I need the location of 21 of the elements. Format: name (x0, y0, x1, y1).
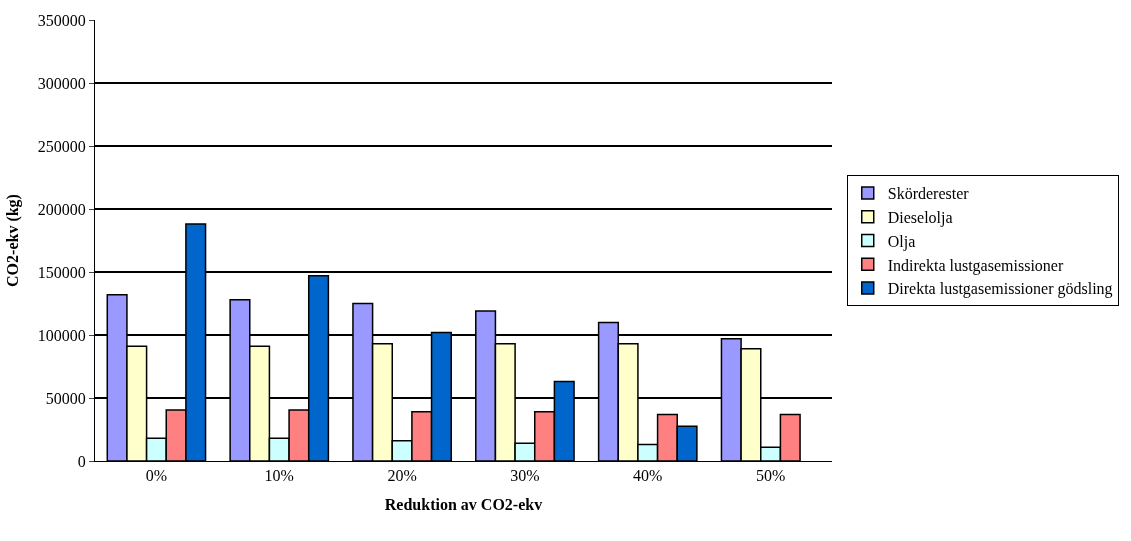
x-tick-label: 10% (264, 467, 294, 485)
legend-label: Indirekta lustgasemissioner (887, 256, 1064, 275)
y-tick-label: 300000 (37, 74, 86, 92)
y-axis-title: CO2-ekv (kg) (3, 194, 22, 287)
x-tick-label: 40% (633, 467, 663, 485)
x-tick-label: 30% (510, 467, 540, 485)
x-tick-label: 20% (387, 467, 417, 485)
legend-label: Dieselolja (887, 208, 953, 227)
y-tick-label: 0 (77, 452, 86, 470)
x-tick-label: 0% (145, 467, 168, 485)
y-tick-label: 350000 (37, 11, 86, 29)
y-tick-label: 100000 (37, 326, 86, 344)
y-tick-label: 200000 (37, 200, 86, 218)
y-tick-label: 250000 (37, 137, 86, 155)
x-tick-label: 50% (755, 467, 786, 485)
y-tick-label: 50000 (45, 389, 86, 407)
legend-label: Olja (887, 232, 916, 251)
legend-label: Skörderester (887, 185, 970, 203)
x-axis-title: Reduktion av CO2-ekv (384, 495, 543, 513)
y-tick-label: 150000 (37, 263, 86, 281)
legend-label: Direkta lustgasemissioner gödsling (887, 280, 1113, 299)
